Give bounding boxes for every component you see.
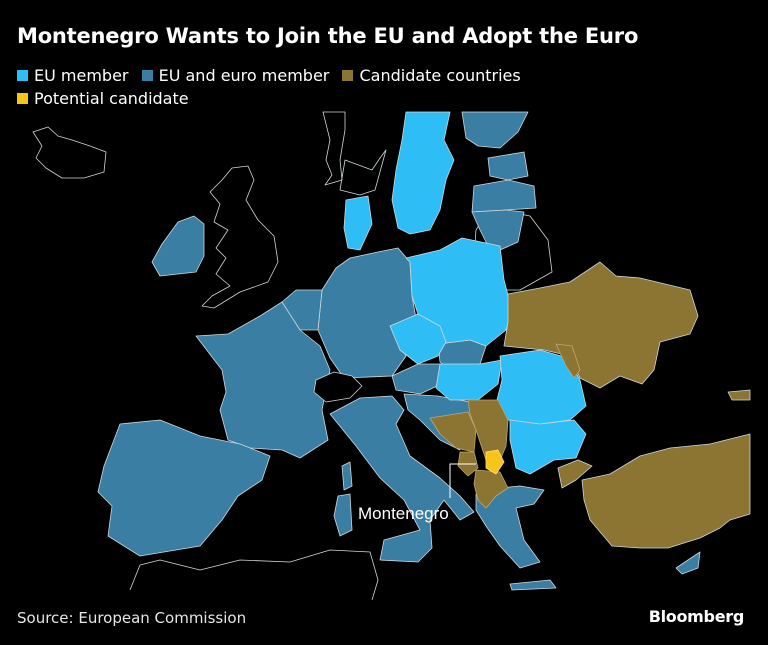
- legend-item-candidate: Candidate countries: [342, 64, 521, 87]
- bulgaria: [509, 419, 587, 475]
- legend-swatch-eu-member: [17, 70, 28, 81]
- north-macedonia-albania: [473, 469, 509, 509]
- france: [195, 301, 331, 459]
- norway-south: [339, 149, 387, 196]
- legend-label: Candidate countries: [359, 66, 521, 85]
- norway: [322, 111, 346, 186]
- great-britain: [201, 165, 279, 309]
- ireland: [151, 215, 205, 277]
- legend-label: Potential candidate: [34, 89, 189, 108]
- poland: [405, 237, 513, 347]
- bloomberg-logo: Bloomberg: [648, 607, 745, 626]
- legend-swatch-candidate: [342, 70, 354, 81]
- europe-map: [32, 111, 751, 600]
- legend-swatch-eu-euro-member: [141, 70, 153, 81]
- chart-title: Montenegro Wants to Join the EU and Adop…: [17, 24, 639, 48]
- turkey-europe: [557, 459, 593, 489]
- kosovo: [485, 449, 505, 475]
- greece: [475, 485, 545, 569]
- legend-item-potential-candidate: Potential candidate: [17, 87, 189, 110]
- ukraine: [503, 261, 699, 389]
- cyprus: [675, 551, 701, 575]
- sardinia: [333, 493, 353, 537]
- denmark: [343, 195, 373, 251]
- sweden: [391, 111, 455, 235]
- latvia: [471, 179, 537, 213]
- legend-item-eu-member: EU member: [17, 64, 129, 87]
- source-note: Source: European Commission: [17, 609, 247, 627]
- corsica: [341, 461, 353, 491]
- north-africa: [129, 549, 379, 600]
- legend-item-eu-euro-member: EU and euro member: [141, 64, 330, 87]
- georgia: [727, 389, 751, 401]
- czechia: [389, 313, 447, 365]
- germany: [317, 247, 419, 379]
- romania: [495, 349, 587, 425]
- lithuania: [471, 209, 525, 251]
- montenegro-callout-line: [449, 463, 476, 498]
- estonia: [487, 151, 529, 181]
- finland: [461, 111, 529, 149]
- legend-label: EU member: [34, 66, 129, 85]
- iberia: [97, 419, 271, 557]
- switzerland: [313, 371, 363, 403]
- legend-label: EU and euro member: [158, 66, 330, 85]
- hungary: [435, 359, 503, 401]
- legend: EU member EU and euro member Candidate c…: [17, 64, 577, 110]
- montenegro-label: Montenegro: [358, 504, 449, 523]
- italy: [329, 395, 475, 563]
- iceland: [32, 126, 107, 179]
- turkey: [581, 433, 751, 549]
- crete: [509, 579, 557, 591]
- legend-swatch-potential-candidate: [17, 93, 28, 104]
- moldova: [555, 343, 581, 379]
